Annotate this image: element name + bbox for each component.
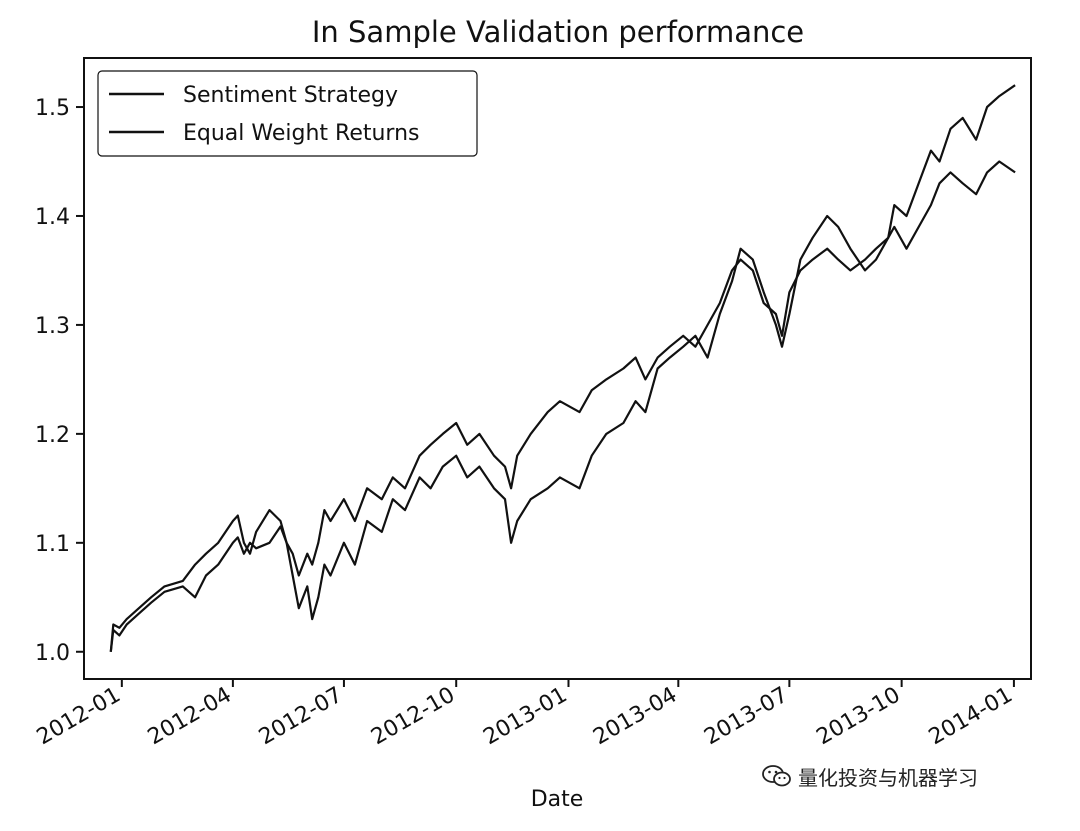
plot-frame	[83, 57, 1032, 680]
watermark: 量化投资与机器学习	[762, 760, 978, 792]
series-line-1	[109, 84, 1016, 652]
watermark-text: 量化投资与机器学习	[798, 765, 978, 790]
y-axis: 1.0 1.1 1.2 1.3 1.4 1.5	[35, 96, 84, 666]
legend: Sentiment Strategy Equal Weight Returns	[97, 70, 478, 157]
x-tick-label: 2013-04	[589, 683, 681, 751]
x-axis-label: Date	[531, 787, 584, 812]
x-tick-label: 2013-10	[813, 683, 905, 751]
y-tick-label: 1.3	[35, 314, 70, 339]
y-tick-label: 1.2	[35, 423, 70, 448]
y-tick-label: 1.5	[35, 96, 70, 121]
x-tick-label: 2013-07	[700, 683, 792, 751]
legend-label: Equal Weight Returns	[183, 121, 420, 146]
x-tick-label: 2012-07	[255, 683, 347, 751]
x-tick-label: 2012-04	[144, 683, 236, 751]
wechat-icon	[762, 765, 791, 787]
series-line-2	[109, 160, 1016, 652]
y-tick-label: 1.1	[35, 532, 70, 557]
y-tick-label: 1.0	[35, 641, 70, 666]
x-tick-label: 2012-01	[33, 683, 125, 751]
legend-label: Sentiment Strategy	[183, 83, 398, 108]
chart-title: In Sample Validation performance	[312, 15, 804, 49]
x-tick-label: 2013-01	[479, 683, 571, 751]
x-axis: 2012-01 2012-04 2012-07 2012-10 2013-01 2013-…	[33, 679, 1017, 750]
y-tick-label: 1.4	[35, 205, 70, 230]
x-tick-label: 2012-10	[367, 683, 459, 751]
x-tick-label: 2014-01	[925, 683, 1017, 751]
legend-box	[97, 70, 478, 157]
